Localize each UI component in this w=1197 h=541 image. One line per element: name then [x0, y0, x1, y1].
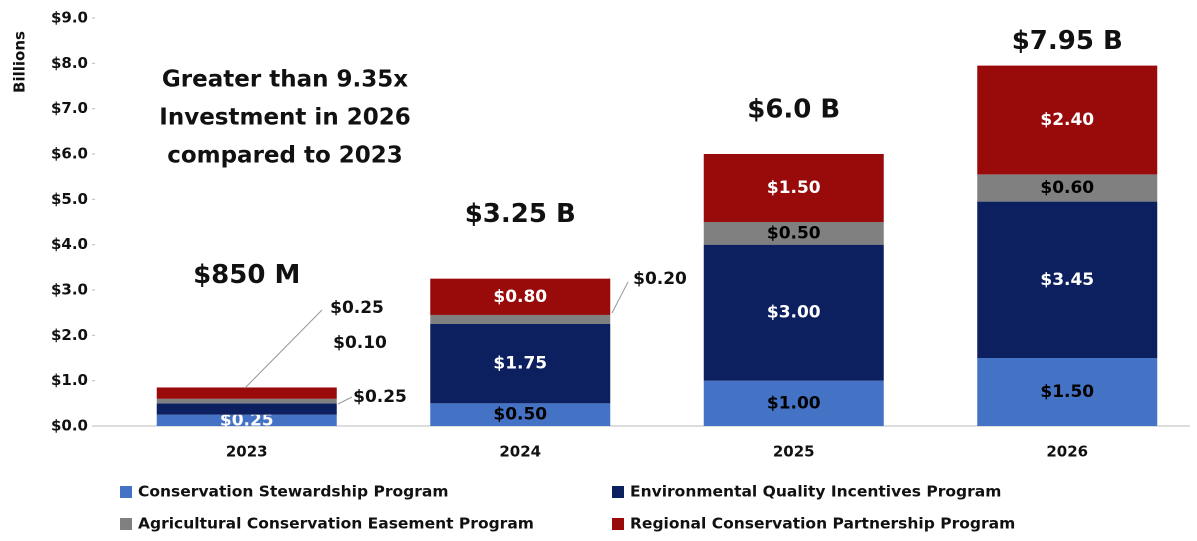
legend-label: Regional Conservation Partnership Progra…	[630, 515, 1015, 533]
bar-segment	[703, 154, 884, 222]
data-label: $2.40	[1040, 110, 1094, 130]
data-label: $3.45	[1040, 270, 1094, 290]
y-tick-label: $0.0	[51, 417, 88, 435]
data-label: $0.25	[353, 387, 407, 407]
y-tick-label: $2.0	[51, 326, 88, 344]
bar-segment	[977, 174, 1158, 202]
bar-segment	[430, 403, 611, 426]
x-tick-label: 2025	[773, 443, 815, 461]
total-label: $7.95 B	[1012, 26, 1123, 56]
bar-segment	[430, 278, 611, 315]
annotation: compared to 2023	[167, 143, 403, 169]
bar-segment	[977, 201, 1158, 358]
data-label: $1.00	[767, 393, 821, 413]
data-label: $1.50	[1040, 382, 1094, 402]
bar-segment	[430, 324, 611, 404]
data-label: $0.80	[493, 287, 547, 307]
bar-segment	[430, 314, 611, 324]
legend-swatch	[120, 518, 132, 530]
data-label: $0.10	[333, 333, 387, 353]
legend-swatch	[120, 486, 132, 498]
bar-segment	[156, 414, 337, 426]
legend-label: Conservation Stewardship Program	[138, 483, 448, 501]
y-tick-label: $8.0	[51, 54, 88, 72]
data-label: $0.25	[220, 410, 274, 430]
data-label: $1.50	[767, 178, 821, 198]
y-tick-label: $7.0	[51, 99, 88, 117]
data-label: $0.50	[493, 405, 547, 425]
total-label: $6.0 B	[747, 95, 840, 125]
y-tick-label: $3.0	[51, 281, 88, 299]
y-tick-label: $1.0	[51, 371, 88, 389]
data-label: $0.60	[1040, 178, 1094, 198]
leader-line	[337, 396, 353, 405]
legend-label: Environmental Quality Incentives Program	[630, 483, 1001, 501]
bar-segment	[156, 387, 337, 399]
data-label: $0.25	[330, 298, 384, 318]
bar-segment	[703, 222, 884, 245]
leader-line	[244, 309, 323, 389]
annotation: Investment in 2026	[159, 105, 410, 131]
leader-line	[611, 281, 629, 314]
bar-segment	[156, 403, 337, 415]
annotation: Greater than 9.35x	[162, 67, 408, 93]
x-tick-label: 2026	[1046, 443, 1088, 461]
y-tick-label: $9.0	[51, 9, 88, 27]
x-tick-label: 2024	[499, 443, 541, 461]
bar-segment	[703, 380, 884, 426]
bar-segment	[977, 358, 1158, 426]
bar-segment	[156, 398, 337, 404]
data-label: $1.75	[493, 354, 547, 374]
total-label: $3.25 B	[465, 199, 576, 229]
bar-segment	[703, 244, 884, 381]
legend-swatch	[612, 518, 624, 530]
legend-swatch	[612, 486, 624, 498]
data-label: $0.50	[767, 223, 821, 243]
y-tick-label: $5.0	[51, 190, 88, 208]
total-label: $850 M	[193, 260, 300, 290]
data-label: $3.00	[767, 303, 821, 323]
y-tick-label: $4.0	[51, 235, 88, 253]
data-label: $0.20	[633, 269, 687, 289]
bar-segment	[977, 65, 1158, 175]
legend-label: Agricultural Conservation Easement Progr…	[138, 515, 534, 533]
x-tick-label: 2023	[226, 443, 268, 461]
y-tick-label: $6.0	[51, 145, 88, 163]
y-axis-label: Billions	[11, 31, 29, 93]
